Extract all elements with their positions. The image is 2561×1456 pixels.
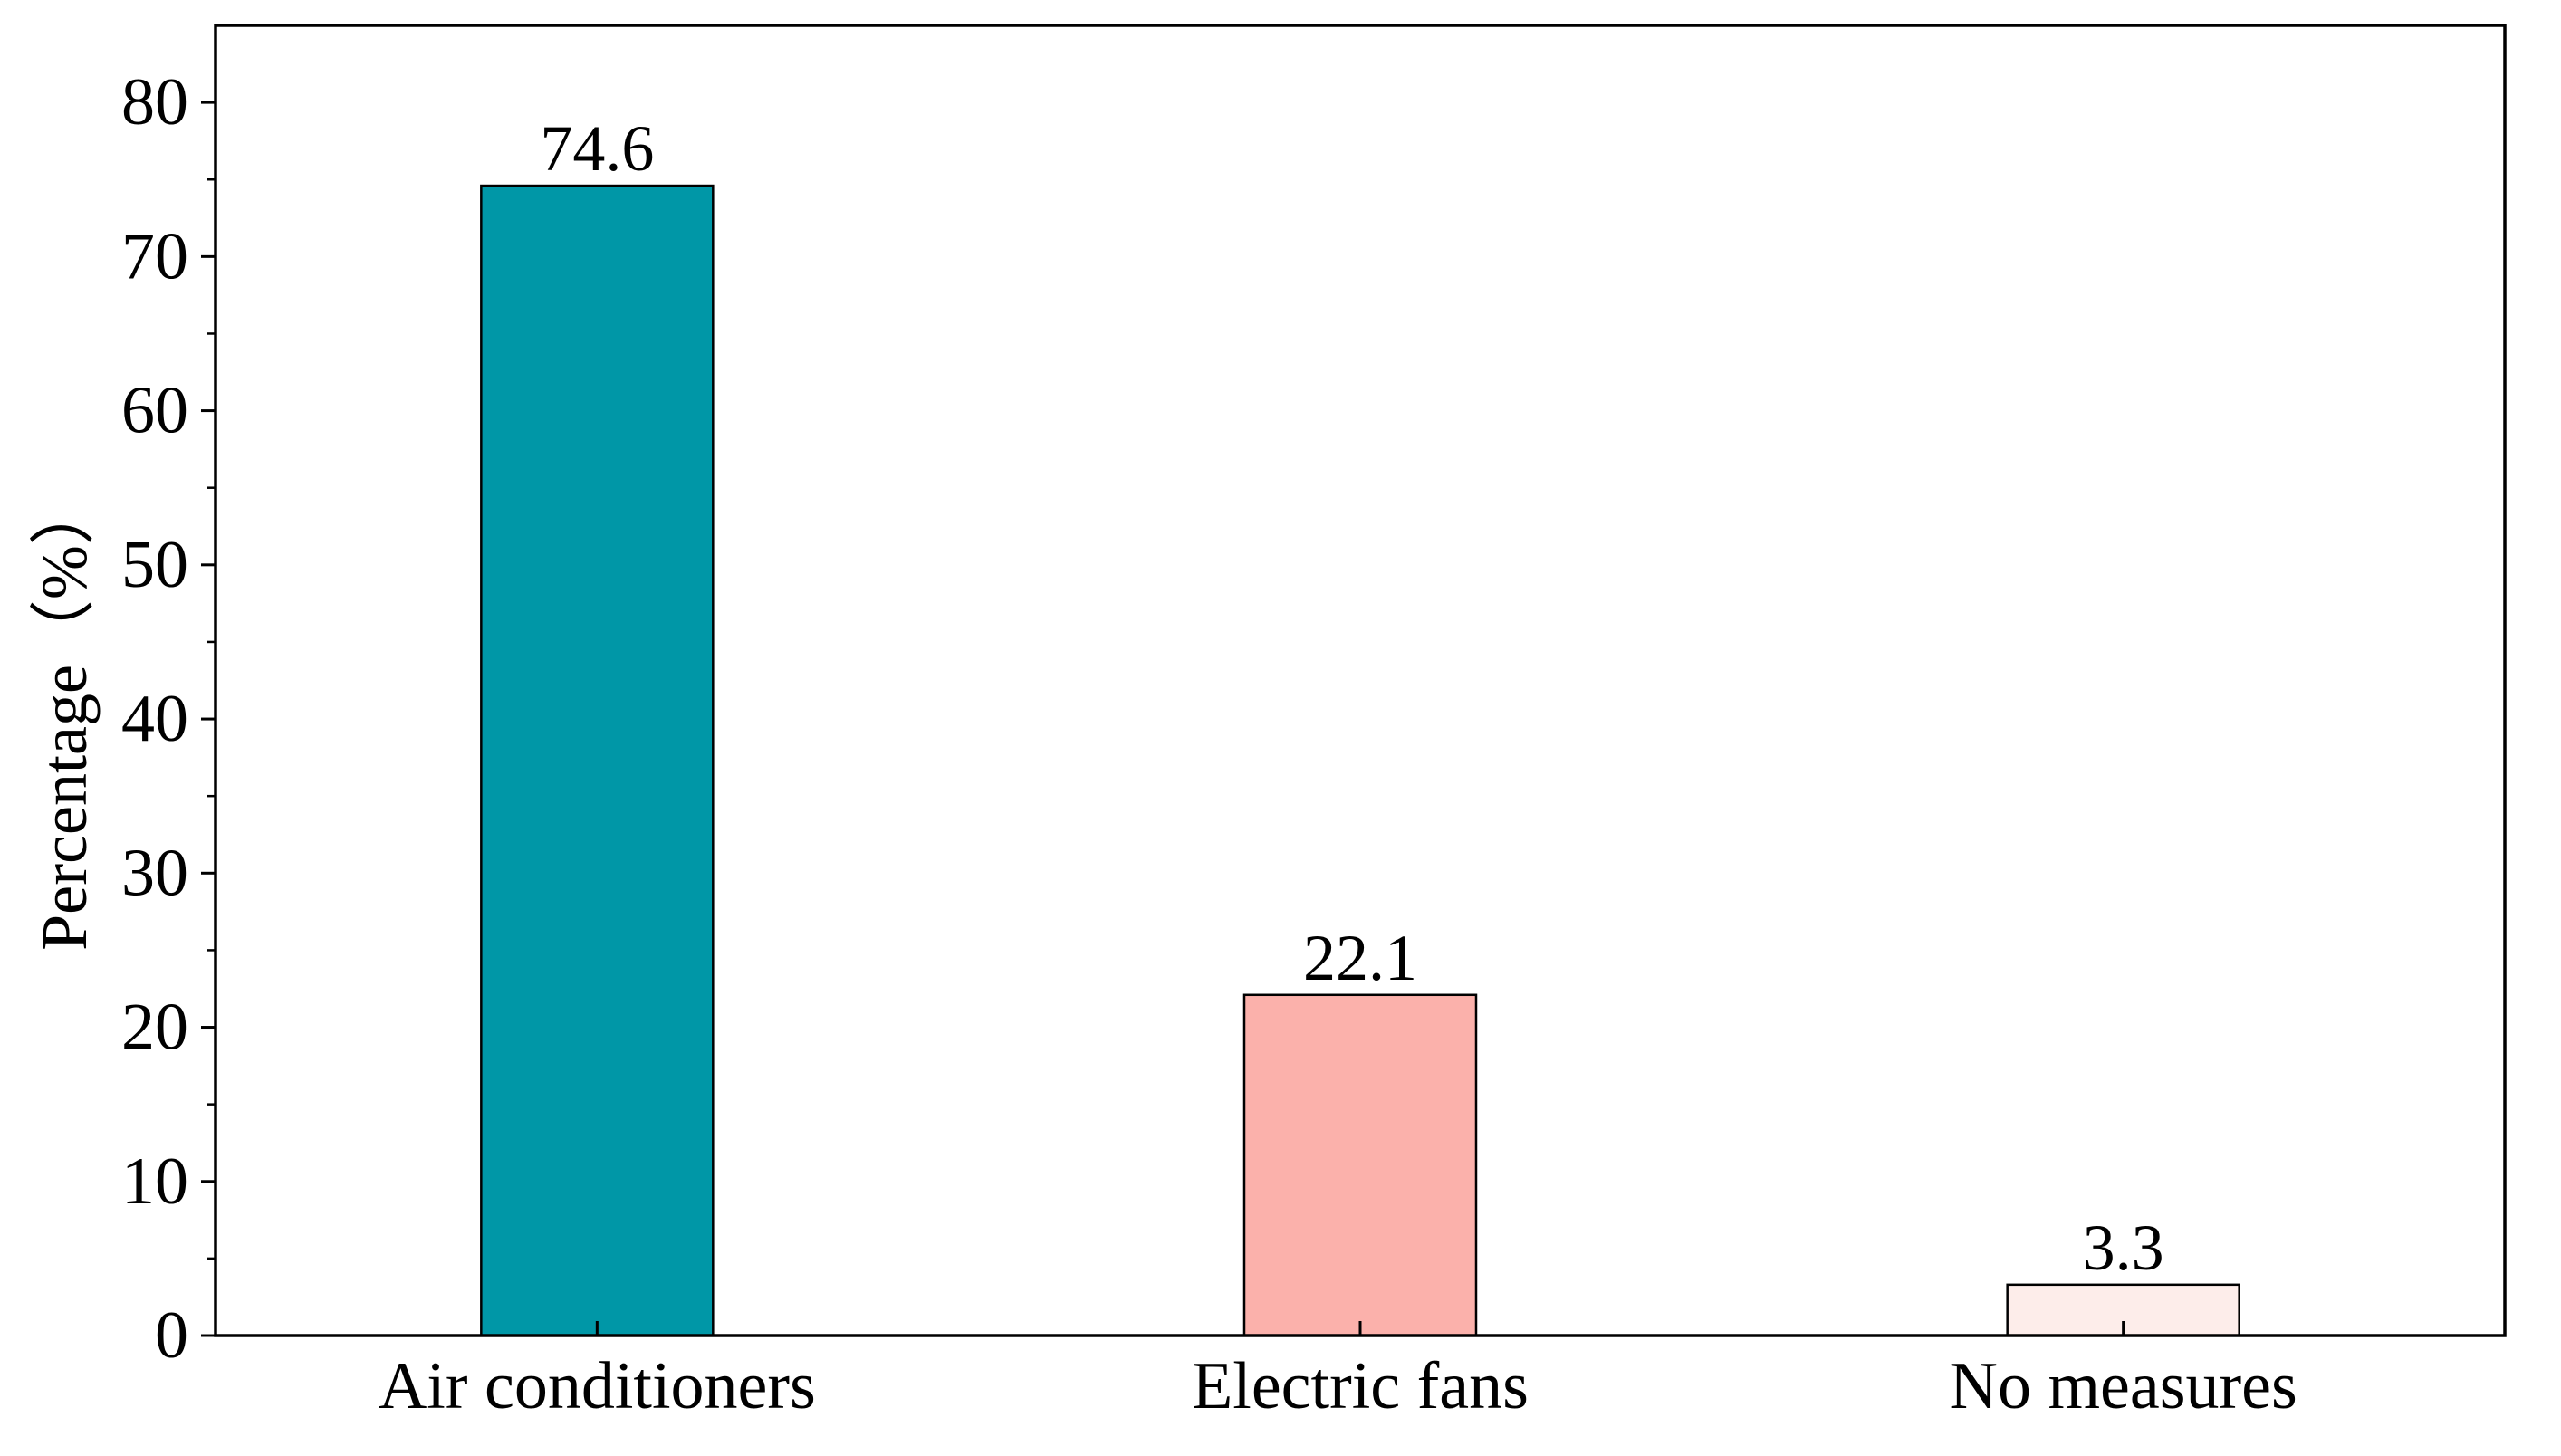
labels-layer: 74.6 22.1 3.3 Air conditioners Electric fans… [121, 65, 2297, 1423]
y-tick-label: 70 [121, 219, 188, 293]
bar-value-label: 3.3 [2083, 1212, 2164, 1284]
y-tick-label: 60 [121, 374, 188, 448]
bar-value-label: 74.6 [540, 112, 654, 185]
bar-air-conditioners [480, 184, 715, 1337]
plot-frame [214, 24, 2507, 1337]
x-tick-label: Electric fans [1192, 1349, 1529, 1423]
bars-layer [480, 184, 2240, 1337]
x-tick-label: Air conditioners [379, 1349, 816, 1423]
y-tick-label: 80 [121, 65, 188, 139]
y-tick-label: 20 [121, 991, 188, 1065]
y-tick-label: 0 [155, 1298, 188, 1373]
bar-value-label: 22.1 [1303, 922, 1417, 994]
y-tick-label: 40 [121, 682, 188, 756]
y-tick-label: 10 [121, 1145, 188, 1219]
y-tick-label: 50 [121, 528, 188, 602]
x-tick-label: No measures [1950, 1349, 2297, 1423]
y-axis-label: Percentage（%） [28, 480, 101, 951]
y-tick-label: 30 [121, 836, 188, 910]
bar-electric-fans [1242, 993, 1478, 1337]
